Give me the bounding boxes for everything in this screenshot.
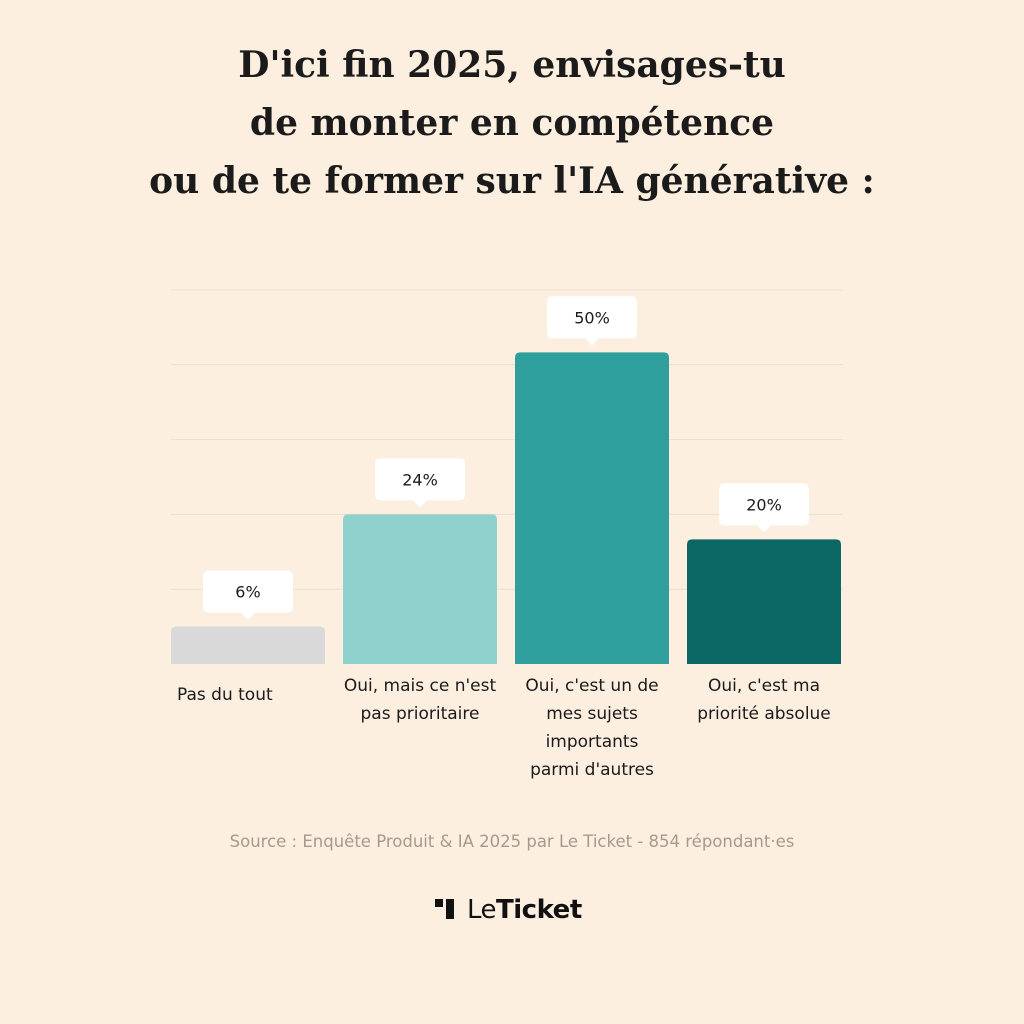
data-label-text: 20% — [746, 495, 782, 514]
data-label-box — [375, 458, 465, 501]
category-label-line: Pas du tout — [177, 685, 273, 705]
logo-le: Le — [467, 895, 497, 925]
logo-mark-icon — [435, 899, 459, 921]
title-line-2: de monter en compétence — [249, 102, 775, 144]
bar — [687, 539, 841, 664]
data-label: 24% — [375, 458, 465, 508]
chart-title: D'ici fin 2025, envisages-tu de monter e… — [0, 36, 1024, 210]
source-note: Source : Enquête Produit & IA 2025 par L… — [229, 832, 795, 851]
data-label-pointer — [585, 338, 599, 346]
category-label: Pas du tout — [177, 681, 331, 709]
category-label-line: importants — [545, 732, 639, 752]
category-label-line: Oui, c'est un de — [525, 676, 659, 696]
data-label-pointer — [413, 500, 427, 508]
category-label: Oui, mais ce n'est pas prioritaire — [335, 672, 505, 728]
data-label: 20% — [719, 483, 809, 533]
data-label-text: 50% — [574, 308, 610, 327]
data-label-pointer — [241, 612, 255, 620]
category-label-line: pas prioritaire — [360, 704, 480, 724]
data-label-box — [203, 570, 293, 613]
data-label: 50% — [547, 296, 637, 346]
bar — [343, 514, 497, 664]
category-label-line: Oui, c'est ma — [707, 676, 821, 696]
category-label-line: parmi d'autres — [530, 760, 654, 780]
le-ticket-logo: LeTicket — [435, 892, 582, 928]
logo-wordmark: LeTicket — [467, 895, 582, 925]
data-label-box — [719, 483, 809, 526]
title-line-1: D'ici fin 2025, envisages-tu — [238, 44, 786, 86]
category-label-line: priorité absolue — [697, 704, 831, 724]
category-label: Oui, c'est un de mes sujets importants parm… — [507, 672, 677, 784]
bar — [171, 626, 325, 664]
data-label: 6% — [203, 570, 293, 620]
bar — [515, 352, 669, 664]
data-label-text: 24% — [402, 470, 438, 489]
data-label-pointer — [757, 525, 771, 533]
title-line-3: ou de te former sur l'IA générative : — [149, 160, 875, 202]
data-label-box — [547, 296, 637, 339]
data-label-text: 6% — [235, 583, 260, 602]
category-label-line: mes sujets — [546, 704, 638, 724]
category-label: Oui, c'est ma priorité absolue — [679, 672, 849, 728]
category-label-line: Oui, mais ce n'est — [343, 676, 497, 696]
logo-ticket: Ticket — [496, 895, 582, 925]
